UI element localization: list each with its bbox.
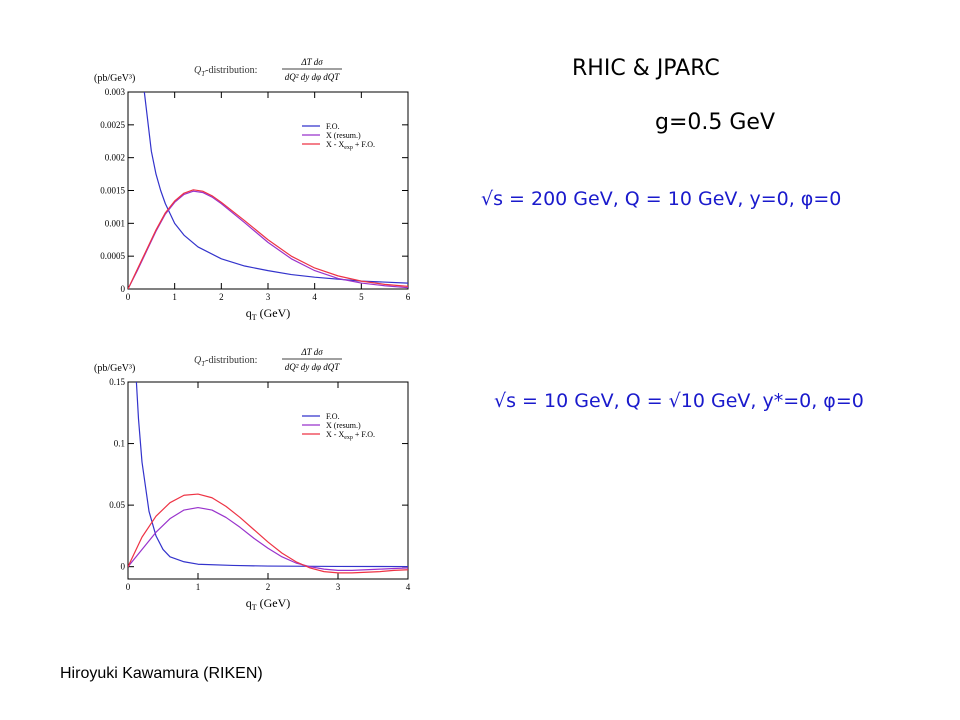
chart2-ytick-label: 0.15 [109, 377, 125, 387]
chart2-legend-label-3: X - Xexp + F.O. [326, 430, 375, 441]
chart1-xtick-label: 6 [406, 292, 411, 302]
chart-rhic: (pb/GeV³) QT-distribution: ΔT dσ dQ² dy dφ … [94, 57, 411, 322]
chart1-series-line-1 [143, 92, 408, 284]
conditions-rhic: √s = 200 GeV, Q = 10 GeV, y=0, φ=0 [481, 188, 842, 210]
chart2-xtick-label: 0 [126, 582, 131, 592]
chart1-ylabel: (pb/GeV³) [94, 73, 135, 84]
chart1-ytick-label: 0 [121, 284, 126, 294]
chart1-xtick-label: 4 [312, 292, 317, 302]
chart1-ytick-label: 0.003 [105, 87, 126, 97]
chart2-ytick-label: 0.1 [114, 439, 125, 449]
chart2-series-line-1 [135, 382, 408, 568]
chart2-legend-label-2: X (resum.) [326, 421, 361, 430]
chart1-xtick-label: 2 [219, 292, 224, 302]
chart2-legend-label-1: F.O. [326, 412, 340, 421]
g-parameter: g=0.5 GeV [655, 110, 776, 135]
chart2-xtick-label: 1 [196, 582, 201, 592]
chart1-legend-label-3: X - Xexp + F.O. [326, 140, 375, 151]
chart2-title-numerator: ΔT dσ [300, 347, 323, 357]
chart2-plot-frame [127, 381, 409, 580]
chart2-title-denominator: dQ² dy dφ dQT [285, 362, 340, 372]
chart2-xtick-label: 3 [336, 582, 341, 592]
chart-jparc: (pb/GeV³) QT-distribution: ΔT dσ dQ² dy dφ … [94, 347, 411, 612]
chart2-series-line-2 [128, 506, 408, 571]
chart1-series-line-3 [128, 189, 408, 289]
chart1-xlabel: qT (GeV) [246, 306, 291, 322]
chart2-xtick-label: 2 [266, 582, 271, 592]
chart2-ytick-label: 0.05 [109, 500, 125, 510]
author-credit: Hiroyuki Kawamura (RIKEN) [60, 665, 263, 682]
chart2-series-line-3 [128, 493, 408, 574]
chart1-ytick-label: 0.001 [105, 218, 125, 228]
chart1-xtick-label: 5 [359, 292, 364, 302]
chart1-xtick-label: 3 [266, 292, 271, 302]
conditions-jparc: √s = 10 GeV, Q = √10 GeV, y*=0, φ=0 [494, 390, 864, 412]
chart1-legend-label-2: X (resum.) [326, 131, 361, 140]
chart1-legend-label-1: F.O. [326, 122, 340, 131]
slide-title: RHIC & JPARC [572, 56, 720, 81]
chart2-xlabel: qT (GeV) [246, 596, 291, 612]
chart2-title: QT-distribution: [194, 355, 257, 368]
chart1-ytick-label: 0.002 [105, 153, 125, 163]
chart1-title-denominator: dQ² dy dφ dQT [285, 72, 340, 82]
chart2-ylabel: (pb/GeV³) [94, 363, 135, 374]
chart1-title-numerator: ΔT dσ [300, 57, 323, 67]
chart1-ytick-label: 0.0015 [100, 186, 125, 196]
chart1-title: QT-distribution: [194, 65, 257, 78]
chart2-xtick-label: 4 [406, 582, 411, 592]
chart1-xtick-label: 0 [126, 292, 131, 302]
chart1-ytick-label: 0.0005 [100, 251, 125, 261]
chart1-plot-frame [127, 91, 409, 290]
chart1-ytick-label: 0.0025 [100, 120, 125, 130]
chart1-xtick-label: 1 [172, 292, 177, 302]
chart2-ytick-label: 0 [121, 562, 126, 572]
